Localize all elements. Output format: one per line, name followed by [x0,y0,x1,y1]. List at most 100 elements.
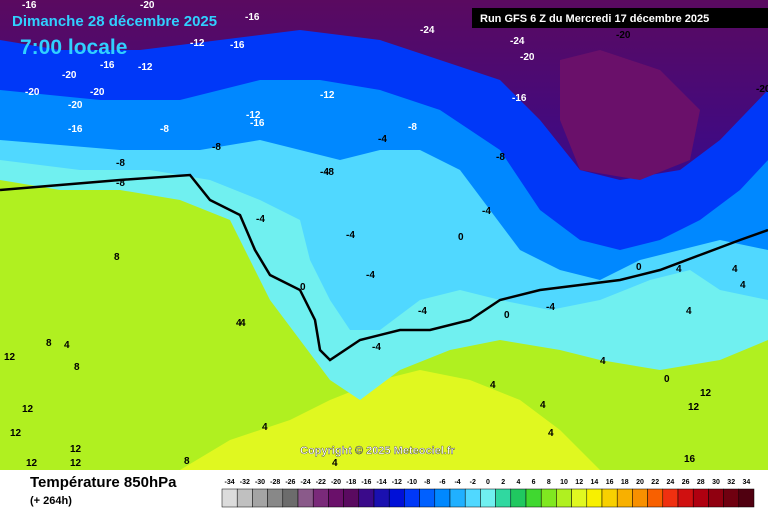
contour-label: -16 [250,118,265,129]
contour-label: -12 [246,110,261,121]
colorbar-label: 24 [667,479,675,486]
contour-label: 8 [74,362,80,373]
contour-label: 4 [236,318,242,329]
contour-label: 4 [262,422,268,433]
colorbar-label: -24 [301,479,311,486]
contour-label: -20 [62,70,77,81]
contour-label: -12 [138,62,153,73]
contour-label: -24 [420,25,435,36]
contour-label: 4 [332,458,338,469]
contour-label: -20 [25,87,40,98]
colorbar-swatch [738,488,755,508]
colorbar-swatch [358,488,375,508]
colorbar-label: 18 [621,479,629,486]
contour-label: 12 [26,458,38,469]
contour-label: 16 [684,454,696,465]
colorbar-label: 6 [532,479,536,486]
contour-label: -12 [190,38,205,49]
contour-label: -16 [22,0,37,11]
colorbar-swatch [632,488,648,508]
contour-label: -24 [510,36,525,47]
colorbar-swatch [404,488,420,508]
colorbar-label: -18 [346,479,356,486]
colorbar-swatch [312,488,329,508]
time-label: 7:00 locale [20,36,127,59]
colorbar-label: -6 [439,479,445,486]
colorbar-swatch [540,488,557,508]
colorbar-swatch [388,488,405,508]
run-label: Run GFS 6 Z du Mercredi 17 décembre 2025 [480,13,709,25]
contour-label: -16 [68,124,83,135]
contour-label: 4 [240,318,246,329]
contour-label: -4 [256,214,265,225]
contour-label: 12 [70,444,82,455]
colorbar-label: 22 [651,479,659,486]
colorbar-label: -28 [270,479,280,486]
contour-label: 8 [46,338,52,349]
colorbar-swatch [328,488,344,508]
contour-label: -16 [230,40,245,51]
contour-label: -8 [325,167,334,178]
contour-label: -4 [366,270,375,281]
contour-label: 12 [688,402,700,413]
colorbar-swatch [662,488,679,508]
colorbar-label: -8 [424,479,430,486]
contour-label: -16 [100,60,115,71]
contour-label: -4 [320,167,329,178]
colorbar-swatch [267,488,284,508]
colorbar-swatch [236,488,253,508]
colorbar-swatch [252,488,268,508]
colorbar-label: 34 [743,479,751,486]
colorbar-swatch [616,488,633,508]
contour-label: 0 [504,310,510,321]
colorbar-label: 28 [697,479,705,486]
contour-label: -12 [320,90,335,101]
colorbar-label: 8 [547,479,551,486]
contour-label: -20 [756,84,768,95]
colorbar-swatch [449,488,466,508]
colorbar-swatch [647,488,664,508]
contour-label: -20 [520,52,535,63]
colorbar-label: -30 [255,479,265,486]
colorbar-swatch [601,488,618,508]
contour-label: -20 [68,100,83,111]
colorbar-swatch [510,488,527,508]
contour-label: -8 [496,152,505,163]
contour-label: 4 [600,356,606,367]
contour-label: -20 [90,87,105,98]
contour-label: -16 [512,93,527,104]
contour-label: 8 [114,252,120,263]
colorbar-label: 4 [516,479,520,486]
colorbar-swatch [556,488,572,508]
contour-label: 4 [676,264,682,275]
colorbar-label: 14 [591,479,599,486]
copyright: Copyright © 2025 Meteociel.fr [300,445,456,457]
contour-label: -8 [212,142,221,153]
colorbar-swatch [708,488,724,508]
colorbar-label: -12 [392,479,402,486]
colorbar-label: -2 [470,479,476,486]
colorbar-swatch [221,488,238,508]
colorbar-label: -14 [377,479,387,486]
contour-label: 12 [22,404,34,415]
contour-label: -8 [116,158,125,169]
contour-label: -8 [116,178,125,189]
colorbar-swatch [464,488,481,508]
colorbar-label: 20 [636,479,644,486]
contour-label: -4 [482,206,491,217]
contour-label: 8 [184,456,190,467]
colorbar-swatch [495,488,512,508]
contour-label: 4 [490,380,496,391]
colorbar-label: -20 [331,479,341,486]
contour-label: -16 [245,12,260,23]
contour-label: 0 [458,232,464,243]
contour-label: 0 [636,262,642,273]
colorbar-swatch [571,488,588,508]
colorbar-label: 32 [727,479,735,486]
zero-isotherm [0,173,768,362]
colorbar-swatch [586,488,603,508]
colorbar-swatch [525,488,542,508]
colorbar-label: 2 [501,479,505,486]
